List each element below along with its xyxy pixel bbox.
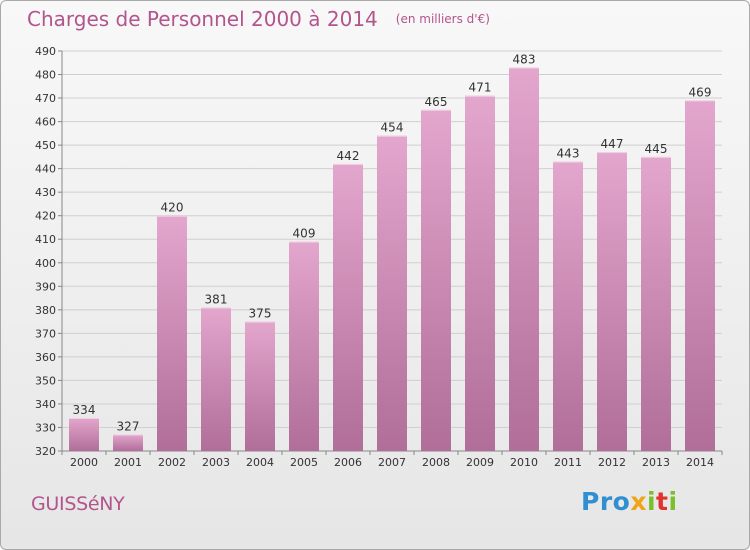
data-label-2001: 327 [117,420,140,434]
x-tick-label: 2003 [202,456,230,469]
bar-2004 [245,321,275,451]
data-labels: 334 327 420 381 375 409 442 454 465 471 483 443 447 4… [73,52,712,433]
bar-2002 [157,215,187,451]
x-tick-label: 2002 [158,456,186,469]
x-tick-label: 2009 [466,456,494,469]
bar-2006 [333,163,363,452]
data-label-2003: 381 [205,292,228,306]
y-tick-label: 490 [35,45,56,58]
y-tick-label: 390 [35,280,56,293]
y-tick-label: 450 [35,139,56,152]
data-label-2010: 483 [513,52,536,66]
data-label-2000: 334 [73,403,96,417]
data-label-2008: 465 [425,95,448,109]
x-tick-label: 2001 [114,456,142,469]
bar-2005 [289,241,319,451]
y-tick-label: 360 [35,351,56,364]
y-tick-label: 470 [35,92,56,105]
x-tick-label: 2014 [686,456,714,469]
x-tick-label: 2011 [554,456,582,469]
y-tick-label: 430 [35,186,56,199]
x-tick-label: 2008 [422,456,450,469]
logo-part-1: Pro [581,487,631,516]
data-label-2013: 445 [645,142,668,156]
data-label-2006: 442 [337,149,360,163]
y-tick-label: 320 [35,445,56,458]
logo-part-3: i [646,487,657,516]
data-label-2002: 420 [161,201,184,215]
chart-title-text: Charges de Personnel 2000 à 2014 [27,7,378,31]
x-tick-label: 2010 [510,456,538,469]
y-tick-label: 480 [35,69,56,82]
y-tick-label: 420 [35,210,56,223]
y-tick-label: 460 [35,116,56,129]
logo-part-5: i [668,487,678,516]
x-tick-label: 2005 [290,456,318,469]
bar-2011 [553,161,583,451]
data-label-2005: 409 [293,227,316,241]
logo-part-4: t [656,487,669,516]
bars [69,67,715,452]
bar-2000 [69,418,99,451]
logo-part-2: x [630,487,647,516]
y-tick-label: 440 [35,163,56,176]
bar-2010 [509,67,539,452]
proxiti-logo[interactable]: Proxiti [581,487,678,516]
y-tick-label: 370 [35,327,56,340]
y-tick-label: 350 [35,374,56,387]
x-tick-label: 2007 [378,456,406,469]
bar-2001 [113,434,143,451]
y-tick-label: 400 [35,257,56,270]
bar-2014 [685,100,715,451]
data-label-2014: 469 [689,85,712,99]
data-label-2011: 443 [557,147,580,161]
x-tick-label: 2012 [598,456,626,469]
bar-2007 [377,135,407,452]
y-tick-label: 330 [35,421,56,434]
chart-unit: (en milliers d'€) [395,12,490,26]
chart-title: Charges de Personnel 2000 à 2014 (en mill… [27,7,490,31]
data-label-2004: 375 [249,307,272,321]
x-tick-label: 2006 [334,456,362,469]
x-tick-label: 2004 [246,456,274,469]
bar-2003 [201,307,231,451]
y-tick-label: 410 [35,233,56,246]
bar-2008 [421,109,451,451]
x-tick-label: 2000 [70,456,98,469]
y-tick-label: 380 [35,304,56,317]
x-tick-label: 2013 [642,456,670,469]
data-label-2009: 471 [469,81,492,95]
bar-2009 [465,95,495,452]
data-label-2012: 447 [601,137,624,151]
bar-2013 [641,156,671,451]
bar-2012 [597,152,627,452]
city-name: GUISSéNY [31,493,125,515]
y-tick-label: 340 [35,398,56,411]
data-label-2007: 454 [381,121,404,135]
